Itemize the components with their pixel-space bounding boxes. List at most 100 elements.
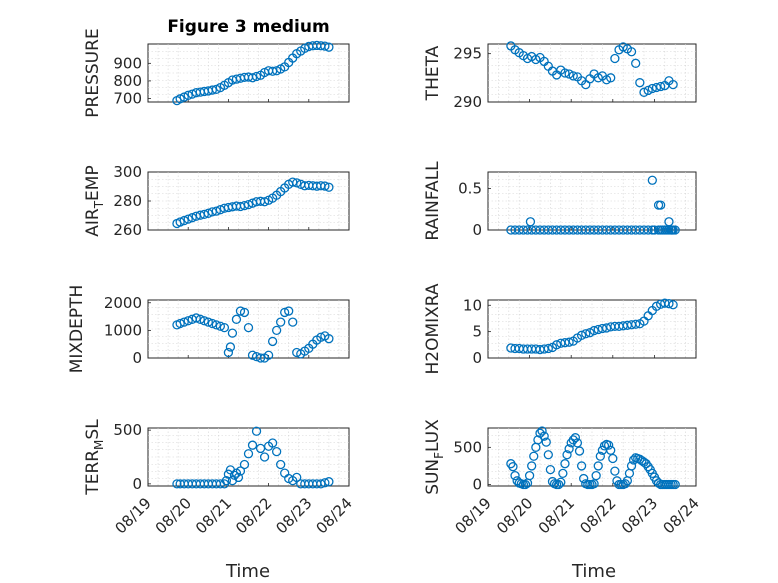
data-point (564, 444, 574, 454)
data-point (223, 347, 234, 358)
data-point (562, 450, 572, 460)
data-point (320, 181, 330, 191)
data-point (608, 453, 618, 464)
data-point (219, 322, 230, 333)
data-point (235, 306, 246, 316)
y-tick-label: 5 (472, 323, 482, 341)
data-point (591, 470, 601, 481)
data-point (199, 316, 209, 326)
panel-h2omixra: 0 5 10 H2OMIXRA (423, 283, 697, 375)
data-point (324, 477, 334, 487)
data-point (247, 440, 258, 450)
data-point (556, 477, 566, 487)
data-point (560, 459, 570, 469)
data-point (593, 461, 603, 471)
x-tick-label: 08/19 (112, 494, 155, 537)
y-tick-label: 500 (453, 438, 482, 456)
data-point (324, 182, 334, 192)
x-tick-label: 08/20 (152, 494, 195, 537)
data-point (292, 472, 302, 483)
data-point (227, 328, 238, 338)
data-point (276, 317, 286, 327)
x-axis-label: Time (225, 561, 270, 582)
data-point (271, 446, 282, 457)
data-point (576, 461, 587, 471)
data-point (664, 217, 674, 227)
data-point (259, 452, 270, 462)
data-point (263, 350, 274, 360)
data-point (195, 314, 205, 324)
y-tick-label: 295 (453, 45, 482, 63)
data-point (225, 342, 236, 352)
data-point (179, 317, 189, 327)
y-tick-label: 10 (463, 296, 482, 314)
data-point (239, 200, 250, 211)
data-point (560, 68, 570, 78)
panel-air_temp: 260 280 300 AIRTEMP (83, 163, 350, 239)
data-point (668, 79, 678, 90)
data-point (610, 53, 620, 64)
y-axis-label: TERRMSL (83, 419, 106, 496)
data-point (543, 450, 553, 460)
x-tick-label: 08/23 (272, 494, 315, 537)
data-point (541, 437, 551, 447)
x-tick-label: 08/20 (493, 494, 536, 537)
panel-rainfall: 0 0.5 RAINFALL (423, 161, 697, 241)
y-tick-label: 500 (113, 421, 142, 439)
data-point (231, 314, 242, 324)
data-point (203, 317, 213, 327)
data-point (247, 350, 258, 360)
x-tick-label: 08/24 (660, 494, 703, 537)
data-point (537, 426, 547, 436)
y-axis-label: MIXDEPTH (67, 285, 87, 374)
data-point (233, 472, 244, 483)
y-tick-label: 0 (132, 349, 142, 367)
data-point (589, 325, 599, 336)
data-point (243, 449, 254, 459)
data-point (510, 470, 520, 481)
data-point (199, 209, 209, 219)
data-point (320, 478, 330, 488)
data-point (271, 325, 282, 336)
data-point (631, 319, 641, 329)
data-point (525, 217, 536, 227)
data-point (651, 82, 662, 93)
data-point (239, 307, 250, 318)
data-point (284, 306, 294, 316)
data-point (667, 225, 677, 235)
data-point (664, 299, 674, 309)
chart-title: Figure 3 medium (167, 17, 329, 37)
data-point (243, 199, 254, 210)
data-point (255, 353, 266, 363)
x-tick-label: 08/21 (535, 494, 578, 537)
y-tick-label: 0.5 (458, 180, 482, 198)
panel-mixdepth: 0 1000 2000 MIXDEPTH (67, 285, 350, 374)
data-point (564, 337, 574, 347)
data-point (183, 316, 193, 326)
y-tick-label: 900 (113, 54, 142, 72)
data-point (251, 426, 262, 436)
y-axis-label: RAINFALL (423, 161, 443, 241)
y-axis-label: AIRTEMP (83, 165, 106, 236)
data-point (280, 307, 290, 318)
data-point (320, 41, 330, 51)
data-point (251, 71, 262, 82)
x-tick-label: 08/21 (192, 494, 235, 537)
data-point (267, 438, 278, 448)
data-point (626, 47, 637, 57)
data-point (539, 431, 549, 441)
data-point (581, 329, 591, 339)
data-point (191, 313, 201, 323)
data-point (221, 475, 232, 486)
data-point (183, 90, 193, 100)
data-point (558, 468, 568, 479)
data-point (527, 461, 537, 471)
x-tick-label: 08/22 (576, 494, 619, 537)
data-point (324, 334, 334, 344)
data-point (668, 300, 678, 310)
data-point (599, 441, 610, 451)
data-point (215, 321, 226, 331)
y-tick-label: 1000 (104, 321, 142, 339)
